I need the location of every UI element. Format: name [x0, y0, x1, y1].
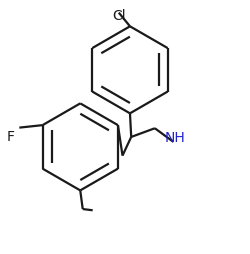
Text: NH: NH: [165, 131, 186, 145]
Text: Cl: Cl: [112, 9, 126, 23]
Text: F: F: [6, 130, 14, 144]
